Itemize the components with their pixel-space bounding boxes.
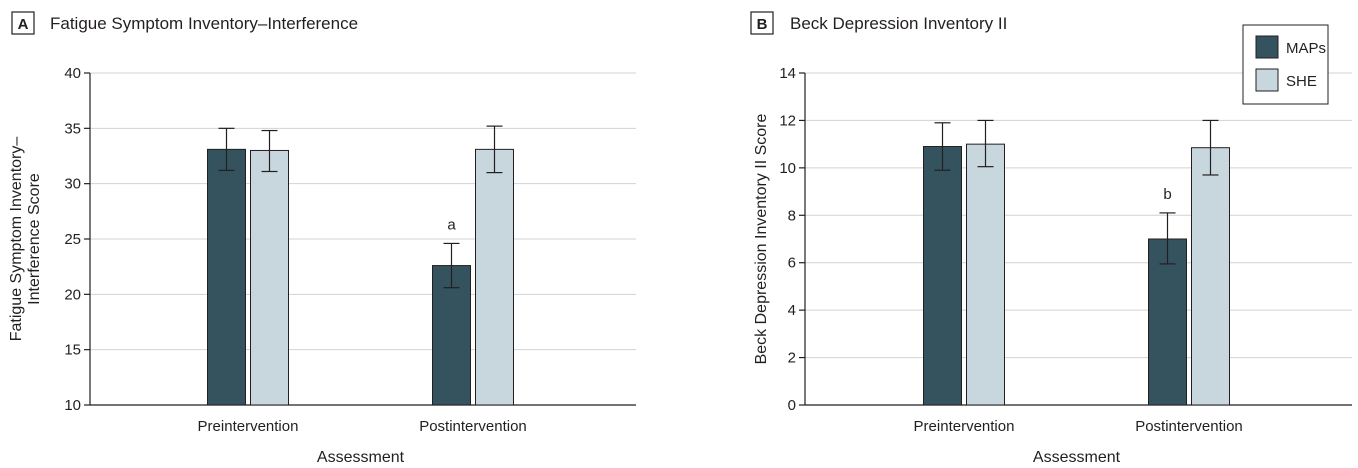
legend-label: SHE xyxy=(1286,73,1317,90)
chart-panel-a: A Fatigue Symptom Inventory–Interference 1… xyxy=(8,11,636,466)
panel-letter: A xyxy=(18,16,29,33)
x-tick-label: Postintervention xyxy=(419,418,527,435)
error-bar xyxy=(1202,119,1219,176)
y-tick-label: 4 xyxy=(788,302,796,319)
chart-title: Fatigue Symptom Inventory–Interference xyxy=(50,14,358,33)
panel-letter: B xyxy=(757,16,768,33)
y-axis-label: Fatigue Symptom Inventory– xyxy=(8,137,25,342)
y-tick-label: 15 xyxy=(64,342,81,359)
panel-letter-box xyxy=(11,11,35,35)
y-tick-label: 14 xyxy=(779,65,796,82)
y-tick-label: 2 xyxy=(788,350,796,367)
error-bar xyxy=(486,125,503,174)
y-tick-label: 6 xyxy=(788,255,796,272)
x-tick-label: Preintervention xyxy=(198,418,299,435)
bar-she-postintervention xyxy=(1191,147,1230,406)
bar-maps-preintervention xyxy=(207,148,246,406)
error-bar xyxy=(934,122,951,171)
y-tick-label: 8 xyxy=(788,207,796,224)
bar-maps-preintervention xyxy=(923,146,962,406)
y-axis-label: Beck Depression Inventory II Score xyxy=(753,114,770,365)
error-bar xyxy=(443,242,460,289)
x-tick-label: Preintervention xyxy=(914,418,1015,435)
y-tick-label: 20 xyxy=(64,286,81,303)
error-bar xyxy=(977,119,994,168)
chart-panel-b: B Beck Depression Inventory II 0 2 4 6 8 10 12 14… xyxy=(750,11,1352,466)
bar-she-postintervention xyxy=(475,148,514,406)
bar-maps-postintervention xyxy=(1148,238,1187,406)
x-axis-label: Assessment xyxy=(317,449,405,466)
error-bar xyxy=(261,129,278,173)
y-tick-label: 12 xyxy=(779,112,796,129)
legend: MAPs SHE xyxy=(1242,24,1329,105)
y-tick-label: 35 xyxy=(64,120,81,137)
y-axis-label: Interference Score xyxy=(26,173,43,305)
significance-label: a xyxy=(447,216,456,233)
y-tick-label: 25 xyxy=(64,231,81,248)
bar-maps-postintervention xyxy=(432,265,471,406)
y-tick-label: 10 xyxy=(64,397,81,414)
panel-letter-box xyxy=(750,11,774,35)
legend-label: MAPs xyxy=(1286,40,1326,57)
chart-title: Beck Depression Inventory II xyxy=(790,14,1007,33)
significance-label: b xyxy=(1163,186,1171,203)
y-tick-label: 40 xyxy=(64,65,81,82)
y-tick-label: 30 xyxy=(64,176,81,193)
bar-she-preintervention xyxy=(250,149,289,406)
error-bar xyxy=(1159,212,1176,265)
bar-she-preintervention xyxy=(966,143,1005,406)
legend-swatch-she xyxy=(1255,68,1279,92)
error-bar xyxy=(218,127,235,171)
legend-swatch-maps xyxy=(1255,35,1279,59)
x-tick-label: Postintervention xyxy=(1135,418,1243,435)
x-axis-label: Assessment xyxy=(1033,449,1121,466)
y-tick-label: 10 xyxy=(779,160,796,177)
y-tick-label: 0 xyxy=(788,397,796,414)
